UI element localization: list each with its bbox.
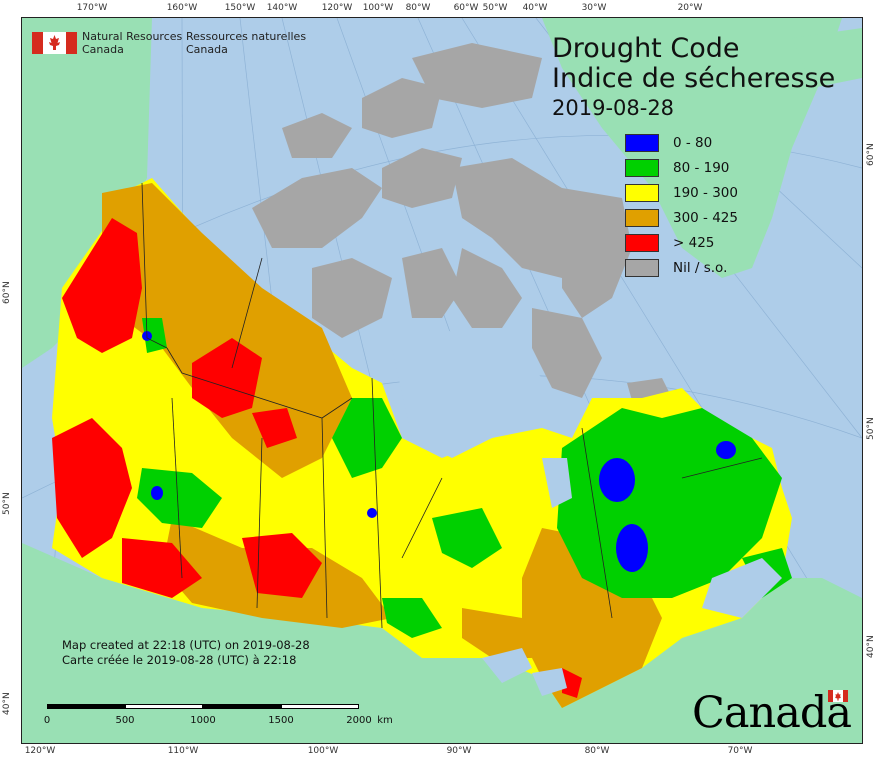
scale-segment: [47, 704, 125, 709]
longitude-label-top: 50°W: [482, 3, 508, 13]
scale-tick: 0: [43, 715, 51, 726]
longitude-label-top: 170°W: [76, 3, 108, 13]
longitude-label-bottom: 70°W: [727, 746, 753, 756]
legend-item: 190 - 300: [625, 183, 805, 203]
longitude-label-bottom: 90°W: [446, 746, 472, 756]
longitude-label-bottom: 120°W: [24, 746, 56, 756]
longitude-label-top: 20°W: [677, 3, 703, 13]
credit-line-en: Map created at 22:18 (UTC) on 2019-08-28: [62, 638, 310, 652]
agency-name-fr-line2: Canada: [186, 43, 228, 56]
scale-tick: 2000: [346, 715, 372, 726]
latitude-label-left: 60°N: [2, 281, 12, 304]
hudson-bay: [392, 328, 572, 458]
scale-segment: [125, 704, 203, 709]
canada-wordmark: Canada: [692, 688, 852, 738]
scale-tick: 500: [115, 715, 135, 726]
longitude-label-bottom: 110°W: [167, 746, 199, 756]
wordmark-flag-icon: [828, 690, 848, 702]
legend-swatch: [625, 209, 659, 227]
longitude-label-bottom: 80°W: [584, 746, 610, 756]
legend-label: 190 - 300: [673, 185, 738, 201]
longitude-label-top: 140°W: [266, 3, 298, 13]
scale-bar: 0 500 1000 1500 2000 km: [43, 704, 393, 732]
great-lakes: [482, 648, 567, 696]
longitude-label-top: 100°W: [362, 3, 394, 13]
longitude-label-top: 40°W: [522, 3, 548, 13]
scale-tick: 1500: [268, 715, 294, 726]
alaska-landmass: [22, 18, 152, 368]
legend-item: Nil / s.o.: [625, 258, 805, 278]
legend-label: Nil / s.o.: [673, 260, 728, 276]
provincial-borders: [141, 182, 763, 629]
legend-swatch: [625, 234, 659, 252]
legend-swatch: [625, 259, 659, 277]
scale-unit: km: [377, 715, 393, 726]
legend-swatch: [625, 159, 659, 177]
legend-label: 0 - 80: [673, 135, 713, 151]
longitude-label-top: 120°W: [321, 3, 353, 13]
longitude-label-top: 30°W: [581, 3, 607, 13]
longitude-label-top: 160°W: [166, 3, 198, 13]
latitude-label-right: 50°N: [866, 417, 876, 440]
title-french: Indice de sécheresse: [552, 63, 836, 94]
legend-swatch: [625, 184, 659, 202]
longitude-label-top: 80°W: [405, 3, 431, 13]
legend-item: > 425: [625, 233, 805, 253]
wordmark-text: Canada: [692, 688, 852, 738]
scale-segment: [281, 704, 359, 709]
title-date: 2019-08-28: [552, 96, 675, 120]
legend-swatch: [625, 134, 659, 152]
iceland-landmass: [792, 28, 862, 88]
canada-flag-icon: [32, 32, 77, 54]
legend-label: 80 - 190: [673, 160, 730, 176]
map-title: Drought Code Indice de sécheresse 2019-0…: [552, 34, 835, 122]
james-bay: [542, 458, 572, 508]
longitude-label-bottom: 100°W: [307, 746, 339, 756]
drought-over-425: [52, 218, 582, 698]
arctic-islands-no-data: [252, 43, 682, 438]
latitude-label-right: 40°N: [866, 635, 876, 658]
longitude-label-top: 60°W: [453, 3, 479, 13]
agency-name-en-line1: Natural Resources: [82, 30, 183, 43]
latitude-label-left: 50°N: [2, 492, 12, 515]
map-canvas[interactable]: [21, 17, 863, 744]
legend-item: 80 - 190: [625, 158, 805, 178]
greenland-landmass: [542, 18, 842, 278]
legend-label: 300 - 425: [673, 210, 738, 226]
title-english: Drought Code: [552, 33, 740, 64]
agency-name-fr-line1: Ressources naturelles: [186, 30, 307, 43]
map-credits: Map created at 22:18 (UTC) on 2019-08-28…: [62, 638, 310, 668]
longitude-label-top: 150°W: [224, 3, 256, 13]
legend-item: 0 - 80: [625, 133, 805, 153]
scale-tick: 1000: [190, 715, 216, 726]
usa-landmass: [22, 543, 862, 743]
scale-segment: [203, 704, 281, 709]
credit-line-fr: Carte créée le 2019-08-28 (UTC) à 22:18: [62, 653, 297, 667]
agency-name-en-line2: Canada: [82, 43, 124, 56]
legend-label: > 425: [673, 235, 715, 251]
latitude-label-right: 60°N: [866, 143, 876, 166]
drought-0-80: [142, 331, 736, 572]
latitude-label-left: 40°N: [2, 692, 12, 715]
legend-item: 300 - 425: [625, 208, 805, 228]
gulf-st-lawrence: [702, 558, 782, 618]
drought-map: [22, 18, 862, 743]
